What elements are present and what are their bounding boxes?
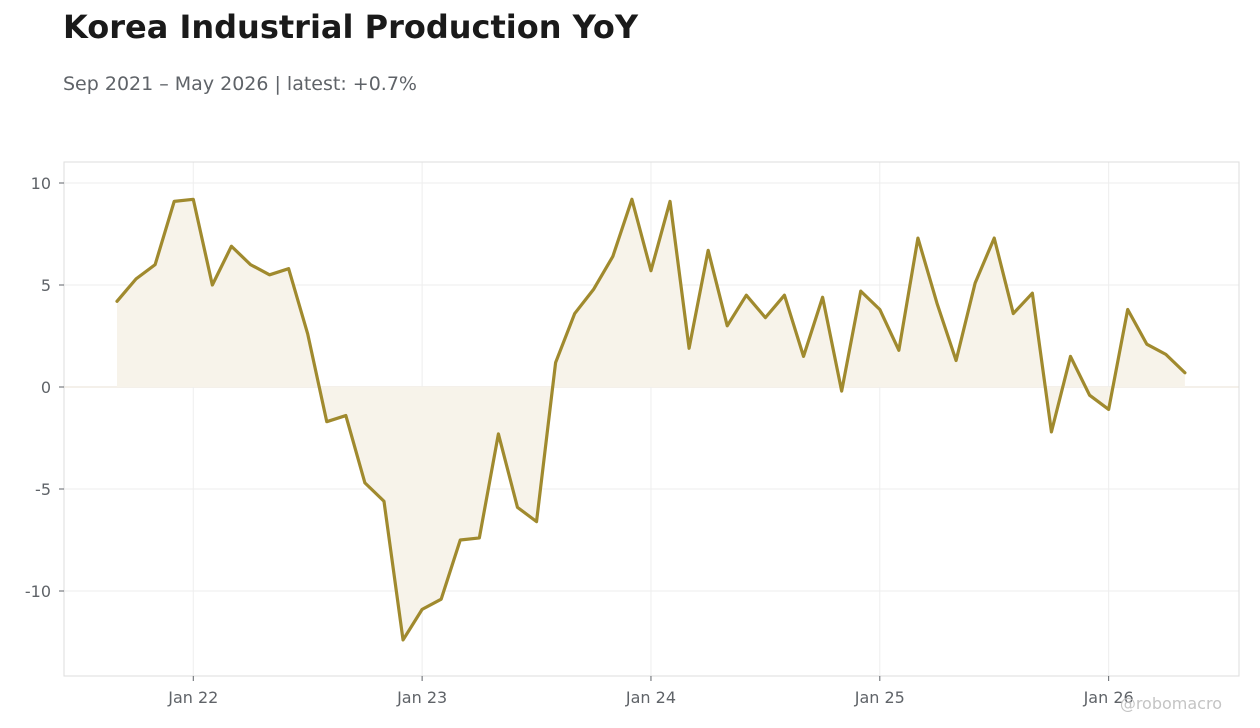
data-point <box>1164 353 1167 356</box>
plot-frame <box>63 161 1240 677</box>
data-point <box>573 312 576 315</box>
data-point <box>211 283 214 286</box>
data-point <box>630 198 633 201</box>
data-point <box>1050 430 1053 433</box>
x-tick-label: Jan 25 <box>854 688 905 707</box>
data-point <box>497 432 500 435</box>
data-point <box>688 347 691 350</box>
x-tick-label: Jan 24 <box>625 688 676 707</box>
data-point <box>954 359 957 362</box>
y-tick-label: 0 <box>41 378 51 397</box>
data-point <box>611 255 614 258</box>
data-point <box>382 500 385 503</box>
area-fill-layer <box>117 199 1185 640</box>
data-point <box>935 302 938 305</box>
data-point <box>154 263 157 266</box>
chart-title: Korea Industrial Production YoY <box>63 8 639 46</box>
data-point <box>821 296 824 299</box>
data-point <box>1088 394 1091 397</box>
data-point <box>173 200 176 203</box>
chart-subtitle: Sep 2021 – May 2026 | latest: +0.7% <box>63 73 417 95</box>
data-point <box>459 538 462 541</box>
data-point <box>707 249 710 252</box>
data-point <box>993 236 996 239</box>
data-point <box>1107 408 1110 411</box>
y-tick-label: -10 <box>25 582 51 601</box>
data-point <box>554 361 557 364</box>
data-point <box>325 420 328 423</box>
data-point <box>344 414 347 417</box>
series-line-layer <box>115 197 1187 642</box>
data-point <box>115 300 118 303</box>
data-point <box>1183 371 1186 374</box>
y-tick-label: 10 <box>31 174 51 193</box>
data-point <box>478 536 481 539</box>
data-point <box>1031 292 1034 295</box>
x-tick-label: Jan 26 <box>1083 688 1134 707</box>
data-point <box>249 263 252 266</box>
data-point <box>1145 343 1148 346</box>
data-point <box>363 481 366 484</box>
x-axis-ticks: Jan 22 Jan 23 Jan 24 Jan 25 Jan 26 <box>167 676 1134 707</box>
data-point <box>230 245 233 248</box>
data-point <box>440 598 443 601</box>
watermark: @robomacro <box>1119 694 1222 713</box>
data-point <box>134 277 137 280</box>
data-point <box>287 267 290 270</box>
gridlines <box>64 162 1239 676</box>
data-point <box>192 198 195 201</box>
data-point <box>401 638 404 641</box>
data-point <box>840 389 843 392</box>
x-tick-label: Jan 22 <box>167 688 218 707</box>
data-point <box>897 349 900 352</box>
data-point <box>1012 312 1015 315</box>
y-axis-ticks: 10 5 0 -5 -10 <box>25 174 64 601</box>
data-point <box>764 316 767 319</box>
x-tick-label: Jan 23 <box>396 688 447 707</box>
y-tick-label: 5 <box>41 276 51 295</box>
data-point <box>726 324 729 327</box>
data-point <box>974 281 977 284</box>
data-point <box>783 294 786 297</box>
data-point <box>668 200 671 203</box>
data-point <box>859 290 862 293</box>
data-point <box>1069 355 1072 358</box>
area-fill <box>117 199 1185 640</box>
data-point <box>1126 308 1129 311</box>
data-point <box>535 520 538 523</box>
data-point <box>802 355 805 358</box>
data-point <box>916 236 919 239</box>
data-point <box>745 294 748 297</box>
data-point <box>268 273 271 276</box>
data-point <box>878 308 881 311</box>
y-tick-label: -5 <box>35 480 51 499</box>
series-line <box>115 197 1187 642</box>
data-point <box>649 269 652 272</box>
data-point <box>306 332 309 335</box>
data-point <box>421 608 424 611</box>
data-point <box>516 506 519 509</box>
data-point <box>592 287 595 290</box>
